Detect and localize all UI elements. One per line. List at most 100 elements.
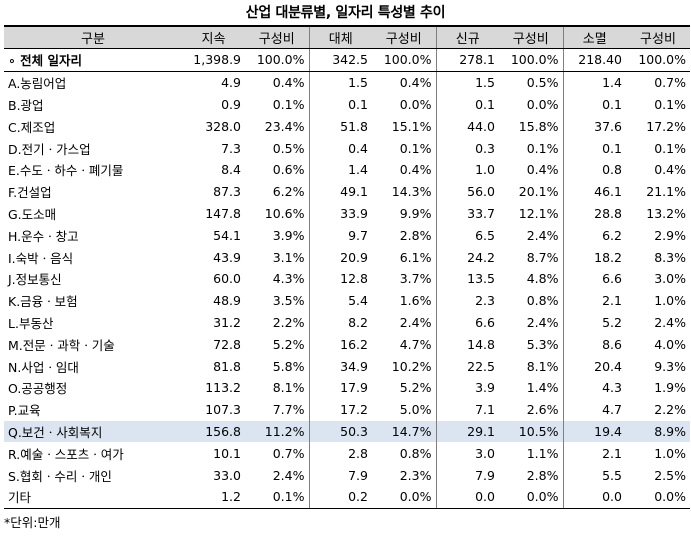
cell-extinct-share: 2.9% <box>654 227 686 243</box>
table-row: E.수도ㆍ하수ㆍ폐기물 8.4 0.6% 1.4 0.4% 1.0 0.4% 0.8 0.4% <box>4 158 690 181</box>
header-extinct-share: 구성비 <box>626 25 690 49</box>
cell-continuing-share: 5.2% <box>272 336 305 352</box>
cell-extinct: 18.2 <box>562 246 626 268</box>
cell-category: S.협회ㆍ수리ㆍ개인 <box>8 468 112 484</box>
cell-replacement: 5.4 <box>308 289 372 312</box>
cell-extinct: 20.4 <box>562 355 626 377</box>
cell-category: Q.보건ㆍ사회복지 <box>4 420 182 443</box>
header-continuing-share: 구성비 <box>245 25 309 49</box>
cell-continuing-share: 100.0% <box>245 48 309 72</box>
cell-extinct-share: 1.0% <box>654 293 686 309</box>
cell-extinct: 4.7 <box>562 398 626 421</box>
cell-extinct-share: 1.0% <box>654 445 686 461</box>
header-row: 구분 지속 구성비 대체 구성비 신규 구성비 소멸 구성비 <box>4 25 690 49</box>
cell-new-share: 5.3% <box>526 336 559 352</box>
cell-new: 13.5 <box>435 267 499 290</box>
cell-extinct-share: 8.9% <box>626 420 690 443</box>
cell-extinct-share: 2.2% <box>654 402 686 418</box>
cell-replacement: 17.2 <box>308 398 372 421</box>
cell-new-share: 2.4% <box>526 227 559 243</box>
cell-new-share: 0.0% <box>526 96 559 112</box>
table-row: C.제조업 328.0 23.4% 51.8 15.1% 44.0 15.8% 37.6 17.… <box>4 115 690 138</box>
cell-replacement: 20.9 <box>308 246 372 268</box>
cell-extinct-share: 0.1% <box>654 140 686 156</box>
cell-extinct: 6.6 <box>562 267 626 290</box>
cell-extinct: 218.40 <box>562 48 626 72</box>
unit-note: *단위:만개 <box>4 515 61 530</box>
cell-extinct-share: 0.7% <box>654 75 686 91</box>
cell-extinct: 1.4 <box>562 71 626 94</box>
cell-category: L.부동산 <box>8 315 54 331</box>
cell-extinct: 0.1 <box>562 93 626 116</box>
cell-extinct-share: 21.1% <box>646 184 686 200</box>
cell-continuing-share: 23.4% <box>264 118 305 134</box>
cell-category: E.수도ㆍ하수ㆍ폐기물 <box>8 163 124 179</box>
cell-new: 6.6 <box>435 311 499 334</box>
header-new-share: 구성비 <box>499 25 563 49</box>
cell-continuing: 107.3 <box>205 402 241 418</box>
cell-replacement: 1.4 <box>308 158 372 181</box>
cell-replacement-share: 2.8% <box>399 227 432 243</box>
cell-new-share: 2.8% <box>526 467 559 483</box>
table-row: F.건설업 87.3 6.2% 49.1 14.3% 56.0 20.1% 46.1 21.1% <box>4 180 690 203</box>
cell-category: F.건설업 <box>8 185 52 201</box>
cell-replacement: 17.9 <box>308 376 372 399</box>
cell-category: I.숙박ㆍ음식 <box>8 250 74 266</box>
table-title: 산업 대분류별, 일자리 특성별 추이 <box>245 5 446 21</box>
cell-new-share: 15.8% <box>518 118 559 134</box>
cell-extinct-share: 0.4% <box>654 162 686 178</box>
cell-new-share: 20.1% <box>518 184 559 200</box>
cell-new: 3.0 <box>435 442 499 465</box>
cell-continuing-share: 5.8% <box>272 358 305 374</box>
cell-new: 3.9 <box>435 376 499 399</box>
cell-category: K.금융ㆍ보험 <box>8 294 78 310</box>
cell-replacement-share: 5.0% <box>399 402 432 418</box>
cell-continuing-share: 0.4% <box>272 75 305 91</box>
cell-new-share: 10.5% <box>499 420 563 443</box>
cell-continuing: 4.9 <box>221 75 241 91</box>
cell-extinct-share: 17.2% <box>646 118 686 134</box>
cell-extinct-share: 9.3% <box>654 358 686 374</box>
table-row: N.사업ㆍ임대 81.8 5.8% 34.9 10.2% 22.5 8.1% 20.4 9.3% <box>4 355 690 377</box>
cell-new: 7.9 <box>435 464 499 486</box>
cell-continuing-share: 3.9% <box>272 227 305 243</box>
cell-extinct: 46.1 <box>562 180 626 203</box>
cell-replacement-share: 0.4% <box>399 162 432 178</box>
cell-continuing: 7.3 <box>221 140 241 156</box>
cell-extinct-share: 3.0% <box>654 271 686 287</box>
cell-new-share: 0.0% <box>499 485 563 509</box>
table-row: 기타 1.2 0.1% 0.2 0.0% 0.0 0.0% 0.0 0.0% <box>4 485 690 509</box>
cell-category: A.농림어업 <box>8 76 67 92</box>
cell-continuing-share: 0.1% <box>245 485 309 509</box>
cell-category: C.제조업 <box>8 119 56 135</box>
cell-new-share: 8.1% <box>526 358 559 374</box>
table-row: H.운수ㆍ창고 54.1 3.9% 9.7 2.8% 6.5 2.4% 6.2 2.9% <box>4 224 690 247</box>
cell-continuing: 48.9 <box>213 293 241 309</box>
cell-extinct-share: 13.2% <box>646 205 686 221</box>
cell-continuing: 54.1 <box>213 227 241 243</box>
cell-new: 24.2 <box>435 246 499 268</box>
cell-continuing-share: 11.2% <box>245 420 309 443</box>
cell-continuing: 72.8 <box>213 336 241 352</box>
cell-replacement-share: 9.9% <box>399 205 432 221</box>
cell-replacement: 7.9 <box>308 464 372 486</box>
cell-category: N.사업ㆍ임대 <box>8 359 79 375</box>
cell-extinct: 0.8 <box>562 158 626 181</box>
cell-replacement-share: 0.8% <box>399 445 432 461</box>
cell-replacement: 33.9 <box>308 202 372 225</box>
cell-replacement: 34.9 <box>308 355 372 377</box>
table-row: O.공공행정 113.2 8.1% 17.9 5.2% 3.9 1.4% 4.3 1.9% <box>4 376 690 399</box>
cell-continuing: 81.8 <box>213 358 241 374</box>
table-row: I.숙박ㆍ음식 43.9 3.1% 20.9 6.1% 24.2 8.7% 18.2 8.3% <box>4 246 690 268</box>
table-row: J.정보통신 60.0 4.3% 12.8 3.7% 13.5 4.8% 6.6 3.0% <box>4 267 690 290</box>
cell-extinct-share: 100.0% <box>626 48 690 72</box>
cell-continuing-share: 0.1% <box>272 96 305 112</box>
cell-extinct-share: 8.3% <box>654 249 686 265</box>
cell-category: J.정보통신 <box>8 272 62 288</box>
cell-continuing: 0.9 <box>221 96 241 112</box>
cell-replacement-share: 100.0% <box>372 48 436 72</box>
cell-continuing: 156.8 <box>182 420 245 443</box>
cell-new: 7.1 <box>435 398 499 421</box>
cell-new: 33.7 <box>435 202 499 225</box>
table-row: R.예술ㆍ스포츠ㆍ여가 10.1 0.7% 2.8 0.8% 3.0 1.1% 2.1 1.0% <box>4 442 690 465</box>
